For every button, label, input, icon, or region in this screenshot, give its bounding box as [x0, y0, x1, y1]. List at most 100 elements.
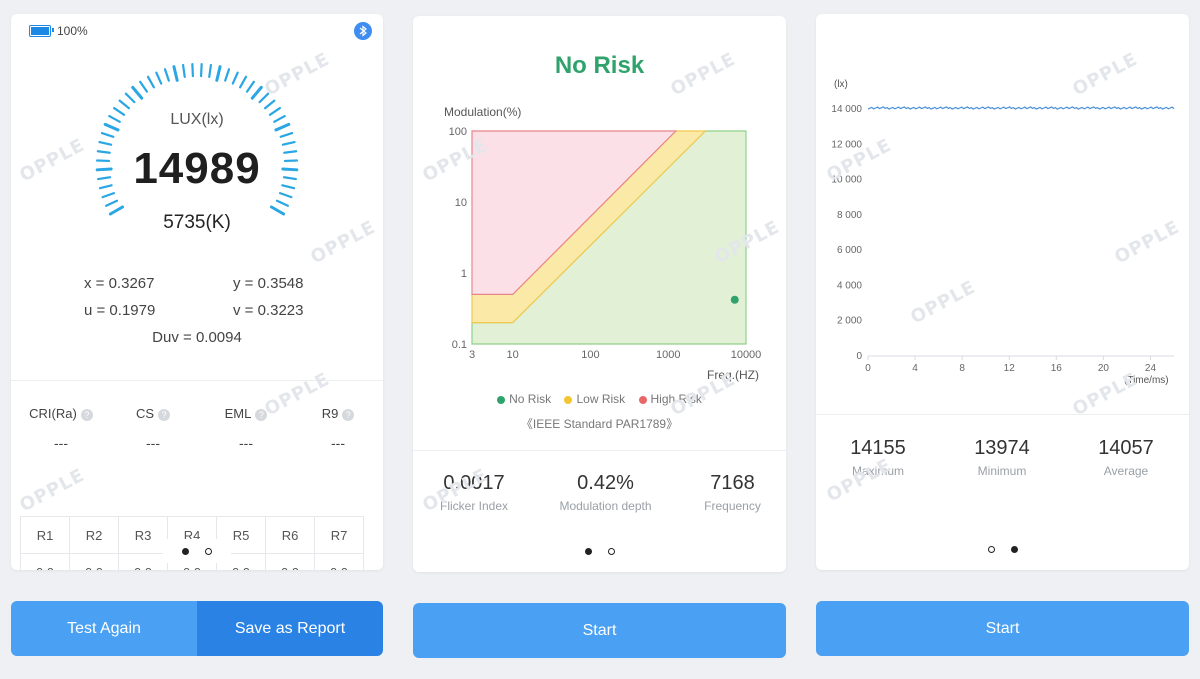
page-indicator[interactable]: [563, 548, 637, 555]
test-again-button[interactable]: Test Again: [11, 601, 197, 656]
gauge-tick: [274, 122, 291, 132]
stat-frequency: 7168 Frequency: [675, 472, 786, 513]
page-dot-active[interactable]: [182, 547, 189, 555]
risk-status: No Risk: [554, 52, 645, 79]
r-value: 0.0: [69, 553, 119, 570]
legend-label: High Risk: [650, 392, 702, 406]
y-tick-label: 14 000: [831, 104, 862, 115]
page-dot[interactable]: [608, 548, 615, 555]
start-button-flicker[interactable]: Start: [413, 603, 786, 658]
x-tick-label: 12: [1004, 363, 1016, 374]
legend-label: Low Risk: [576, 392, 626, 406]
x-axis-label: Freq.(HZ): [707, 368, 759, 382]
gauge-tick: [103, 122, 120, 132]
stat-value: 14155: [850, 437, 906, 459]
divider: [413, 450, 786, 451]
stat-minimum: 13974 Minimum: [940, 437, 1064, 478]
gauge-tick: [112, 106, 126, 116]
page-indicator[interactable]: [966, 546, 1040, 553]
help-icon[interactable]: ?: [158, 408, 171, 421]
help-icon[interactable]: ?: [255, 408, 268, 421]
cct-value: 5735(K): [163, 212, 231, 233]
gauge-tick: [281, 167, 299, 172]
gauge-tick: [281, 140, 296, 146]
x-tick-label: 10000: [731, 349, 762, 361]
measurement-point: [730, 295, 739, 304]
page-dot[interactable]: [988, 546, 995, 553]
stat-flicker-index: 0.0017 Flicker Index: [413, 472, 535, 513]
legend-item-no-risk: No Risk: [497, 392, 551, 406]
gauge-tick: [191, 63, 195, 78]
save-report-button[interactable]: Save as Report: [197, 601, 383, 656]
page-indicator[interactable]: [163, 539, 231, 563]
y-tick-label: 10 000: [831, 175, 862, 186]
page-dot-active[interactable]: [1011, 546, 1018, 553]
y-tick-label: 8 000: [837, 210, 862, 221]
metric-label: CS: [135, 406, 155, 421]
legend-item-high-risk: High Risk: [638, 392, 702, 406]
gauge-tick: [100, 131, 115, 138]
x-tick-label: 0: [865, 363, 871, 374]
help-icon[interactable]: ?: [80, 408, 93, 421]
gauge-tick: [275, 199, 289, 207]
legend-dot: [497, 395, 506, 404]
gauge-tick: [98, 184, 113, 190]
page-dot[interactable]: [205, 547, 212, 555]
metric-eml: EML? ---: [201, 406, 291, 451]
start-button-illuminance[interactable]: Start: [816, 601, 1189, 656]
metric-r9: R9? ---: [293, 406, 383, 451]
gauge-tick: [279, 131, 294, 138]
gauge-tick: [273, 114, 286, 123]
divider: [816, 414, 1189, 415]
gauge-tick: [108, 114, 121, 123]
r-header: R7: [314, 516, 364, 554]
gauge-tick: [245, 80, 255, 93]
x-tick-label: 20: [1098, 363, 1110, 374]
y-tick-label: 1: [461, 268, 467, 280]
r-value: 0.0: [118, 553, 168, 570]
gauge-tick: [199, 63, 203, 78]
gauge-tick: [281, 184, 296, 190]
gauge-tick: [105, 199, 119, 207]
r-header: R3: [118, 516, 168, 554]
gauge-tick: [239, 75, 248, 89]
r-value: 0.0: [314, 553, 364, 570]
metric-label: CRI(Ra): [29, 406, 77, 421]
gauge-tick: [97, 176, 112, 181]
y-tick-label: 4 000: [837, 280, 862, 291]
legend-dot: [564, 395, 573, 404]
gauge-tick: [155, 71, 163, 85]
page-dot-active[interactable]: [585, 548, 592, 555]
metric-cri: CRI(Ra)? ---: [16, 406, 106, 451]
y-tick-label: 2 000: [837, 316, 862, 327]
coord-u: u = 0.1979: [84, 302, 156, 319]
standard-note: 《IEEE Standard PAR1789》: [520, 417, 679, 431]
stat-label: Flicker Index: [439, 499, 509, 513]
gauge-tick: [269, 205, 286, 216]
y-tick-label: 100: [449, 126, 467, 138]
gauge-tick: [278, 192, 293, 199]
x-tick-label: 8: [959, 363, 965, 374]
risk-legend: No Risk Low Risk High Risk: [413, 392, 786, 406]
x-tick-label: 4: [912, 363, 918, 374]
help-icon[interactable]: ?: [342, 408, 355, 421]
gauge-tick: [224, 68, 231, 82]
x-tick-label: 10: [507, 349, 519, 361]
gauge-tick: [139, 80, 149, 93]
gauge-tick: [181, 63, 186, 78]
r-value: 0.0: [20, 553, 70, 570]
y-tick-label: 12 000: [831, 139, 862, 150]
coord-v: v = 0.3223: [233, 302, 304, 319]
metric-value: ---: [146, 435, 160, 451]
stat-value: 13974: [974, 437, 1030, 459]
gauge-tick: [231, 71, 239, 85]
y-axis-label: Modulation(%): [444, 105, 522, 119]
stat-label: Minimum: [977, 464, 1027, 478]
stat-value: 7168: [710, 472, 755, 494]
flicker-panel: No Risk Modulation(%) 100 10 1 0.1 3 10 100 100…: [413, 16, 786, 572]
x-tick-label: 1000: [656, 349, 680, 361]
high-risk-region: [471, 130, 678, 295]
bluetooth-icon[interactable]: [354, 22, 372, 40]
illuminance-time-panel: (lx) 14 000 12 000 10 000 8 000 6 000 4 000 2 …: [816, 14, 1189, 570]
lux-panel: 100% LUX(lx) 14989 5735(K) x = 0.3267 y …: [11, 14, 383, 570]
